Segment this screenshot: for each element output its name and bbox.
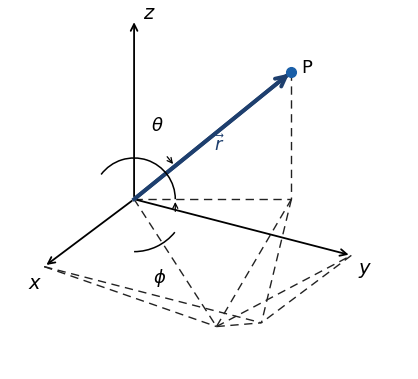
Text: $\phi$: $\phi$: [153, 267, 166, 289]
Text: z: z: [143, 4, 154, 23]
Text: P: P: [301, 59, 312, 77]
Text: $\theta$: $\theta$: [151, 117, 163, 135]
Text: $\vec{r}$: $\vec{r}$: [214, 134, 225, 155]
Text: y: y: [359, 259, 370, 278]
Text: x: x: [29, 274, 41, 293]
